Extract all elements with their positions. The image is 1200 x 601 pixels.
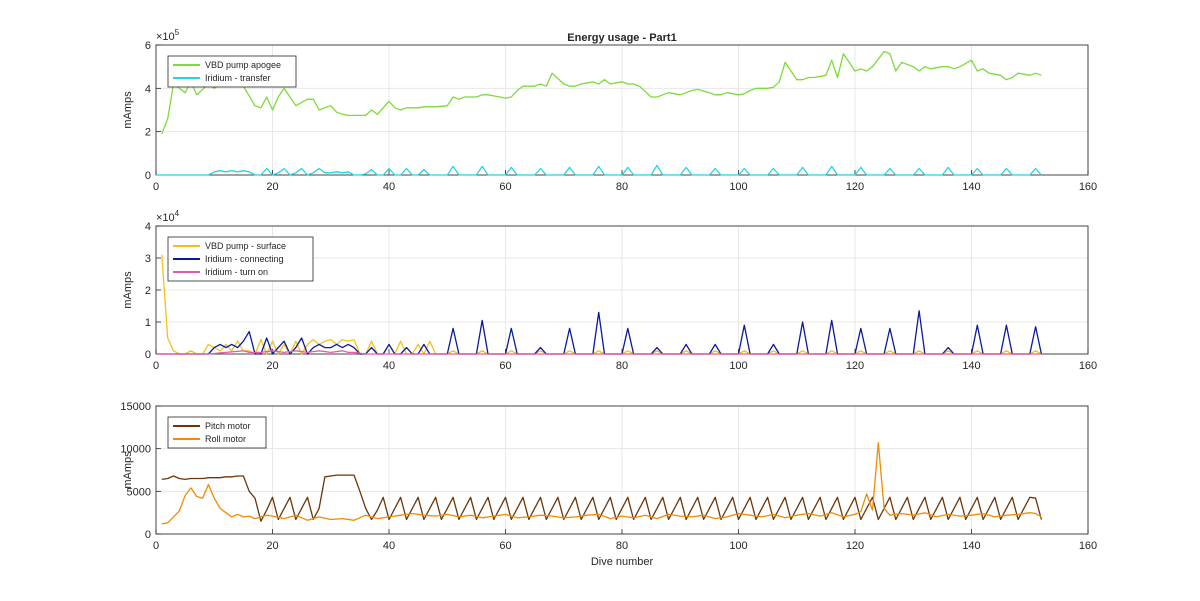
legend-label: VBD pump - surface xyxy=(205,241,286,251)
x-tick-label: 100 xyxy=(729,540,747,552)
series-line-vbd-pump-apogee xyxy=(161,50,1042,135)
x-tick-label: 100 xyxy=(729,360,747,372)
x-tick-label: 60 xyxy=(499,360,511,372)
x-tick-label: 140 xyxy=(962,181,980,193)
y-tick-label: 4 xyxy=(145,83,151,95)
y-tick-label: 4 xyxy=(145,221,151,233)
legend-label: Pitch motor xyxy=(205,421,251,431)
x-tick-label: 40 xyxy=(383,181,395,193)
y-tick-label: 5000 xyxy=(127,486,151,498)
y-tick-label: 15000 xyxy=(120,401,151,413)
x-tick-label: 20 xyxy=(266,181,278,193)
y-tick-label: 3 xyxy=(145,253,151,265)
y-tick-label: 2 xyxy=(145,285,151,297)
x-tick-label: 40 xyxy=(383,360,395,372)
x-tick-label: 120 xyxy=(846,181,864,193)
y-tick-label: 10000 xyxy=(120,444,151,456)
y-exponent-value: 5 xyxy=(175,28,180,37)
series-line-roll-motor xyxy=(161,442,1042,525)
x-tick-label: 140 xyxy=(962,360,980,372)
legend: VBD pump apogee Iridium - transfer xyxy=(167,55,297,88)
series-line-vbd-pump-surface xyxy=(161,254,1042,355)
y-tick-label: 0 xyxy=(145,170,151,182)
plot-frame xyxy=(155,405,1089,535)
y-axis-label: mAmps xyxy=(122,91,134,129)
y-exponent-label: ×105 xyxy=(156,28,180,43)
legend-label: Iridium - transfer xyxy=(205,73,271,83)
legend-box xyxy=(167,416,267,449)
x-tick-label: 40 xyxy=(383,540,395,552)
x-axis-label: Dive number xyxy=(591,556,654,568)
legend-label: VBD pump apogee xyxy=(205,60,281,70)
legend-label: Iridium - connecting xyxy=(205,254,284,264)
y-tick-label: 1 xyxy=(145,317,151,329)
x-tick-label: 0 xyxy=(153,181,159,193)
y-axis-label: mAmps xyxy=(122,451,134,489)
x-tick-label: 100 xyxy=(729,181,747,193)
legend-box xyxy=(167,55,297,88)
series-line-iridium-turn-on xyxy=(156,350,1042,355)
y-tick-label: 0 xyxy=(145,529,151,541)
x-tick-label: 20 xyxy=(266,540,278,552)
x-tick-label: 60 xyxy=(499,181,511,193)
y-exponent-label: ×104 xyxy=(156,209,180,224)
x-tick-label: 160 xyxy=(1079,540,1097,552)
x-tick-label: 60 xyxy=(499,540,511,552)
y-axis-label: mAmps xyxy=(122,271,134,309)
x-tick-label: 140 xyxy=(962,540,980,552)
figure-title: Energy usage - Part1 xyxy=(567,32,676,44)
series-line-iridium-transfer xyxy=(156,164,1042,176)
x-tick-label: 0 xyxy=(153,360,159,372)
legend-label: Iridium - turn on xyxy=(205,267,268,277)
x-tick-label: 0 xyxy=(153,540,159,552)
x-tick-label: 80 xyxy=(616,181,628,193)
chart-panel-3: 0 20 40 60 80 100 120 140 160 0 5000 10000 15000 mAmp… xyxy=(120,401,1097,552)
legend: Pitch motor Roll motor xyxy=(167,416,267,449)
y-exponent-value: 4 xyxy=(175,209,180,218)
x-tick-label: 160 xyxy=(1079,360,1097,372)
chart-panel-1: 0 20 40 60 80 100 120 140 160 0 2 4 6 ×105 mAmps VBD pu… xyxy=(122,28,1097,193)
y-tick-label: 6 xyxy=(145,40,151,52)
legend-label: Roll motor xyxy=(205,434,246,444)
x-tick-label: 20 xyxy=(266,360,278,372)
x-tick-label: 80 xyxy=(616,540,628,552)
y-tick-label: 0 xyxy=(145,349,151,361)
x-tick-label: 120 xyxy=(846,540,864,552)
y-tick-label: 2 xyxy=(145,127,151,139)
legend: VBD pump - surface Iridium - connecting Ir… xyxy=(167,236,314,282)
x-tick-label: 80 xyxy=(616,360,628,372)
x-tick-label: 120 xyxy=(846,360,864,372)
x-tick-label: 160 xyxy=(1079,181,1097,193)
series-line-pitch-motor xyxy=(161,474,1043,522)
